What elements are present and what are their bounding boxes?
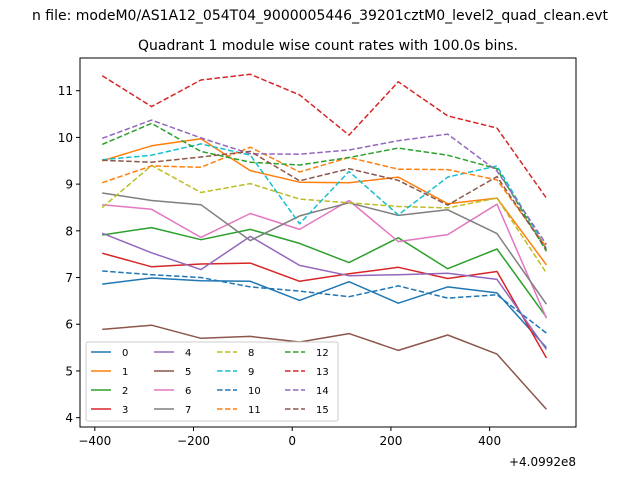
- legend-label: 6: [185, 386, 191, 397]
- legend-label: 1: [122, 367, 128, 378]
- legend-label: 7: [185, 405, 191, 416]
- series-line-13: [101, 73, 548, 199]
- legend-label: 10: [248, 386, 261, 397]
- legend-label: 15: [316, 405, 329, 416]
- legend-label: 8: [248, 348, 254, 359]
- y-tick-label: 5: [65, 364, 73, 378]
- y-axis: 4 5 6 7 8 9 10 11: [58, 84, 80, 425]
- y-tick-label: 10: [58, 131, 73, 145]
- series-line-7: [102, 192, 548, 305]
- legend-label: 0: [122, 348, 128, 359]
- legend-label: 11: [248, 405, 261, 416]
- series-line-0: [102, 277, 547, 349]
- series-line-11: [101, 146, 548, 248]
- x-tick-label: 0: [288, 434, 296, 448]
- legend-label: 12: [316, 348, 329, 359]
- series-line-3: [102, 252, 548, 359]
- series-line-14: [101, 119, 548, 245]
- series-line-5: [102, 324, 547, 410]
- series-line-10: [102, 270, 547, 334]
- series-line-12: [101, 122, 548, 252]
- suptitle: n file: modeM0/AS1A12_054T04_9000005446_…: [32, 8, 609, 24]
- x-tick-label: −400: [78, 434, 111, 448]
- series-line-8: [101, 164, 548, 274]
- y-tick-label: 4: [65, 411, 73, 425]
- x-tick-label: −200: [177, 434, 210, 448]
- series-line-15: [102, 150, 548, 250]
- y-tick-label: 7: [65, 271, 73, 285]
- y-tick-label: 8: [65, 224, 73, 238]
- series-line-9: [102, 143, 548, 249]
- legend-frame: [85, 341, 339, 422]
- series-line-2: [102, 226, 548, 318]
- legend-label: 5: [185, 367, 191, 378]
- legend-label: 2: [122, 386, 128, 397]
- y-tick-label: 9: [65, 178, 73, 192]
- y-tick-label: 11: [58, 84, 73, 98]
- series-line-4: [101, 232, 548, 350]
- x-tick-label: 400: [478, 434, 501, 448]
- series-layer: [101, 73, 548, 410]
- x-axis: −400 −200 0 200 400: [78, 427, 501, 448]
- series-line-1: [101, 138, 548, 266]
- x-offset-label: +4.0992e8: [509, 455, 576, 469]
- y-tick-label: 6: [65, 318, 73, 332]
- chart-title: Quadrant 1 module wise count rates with …: [138, 38, 518, 54]
- legend-label: 14: [316, 386, 329, 397]
- legend-label: 4: [185, 348, 191, 359]
- legend-label: 13: [316, 367, 329, 378]
- legend-label: 3: [122, 405, 128, 416]
- legend-label: 9: [248, 367, 254, 378]
- plot-frame: [79, 57, 577, 428]
- x-tick-label: 200: [379, 434, 402, 448]
- series-line-6: [102, 199, 548, 319]
